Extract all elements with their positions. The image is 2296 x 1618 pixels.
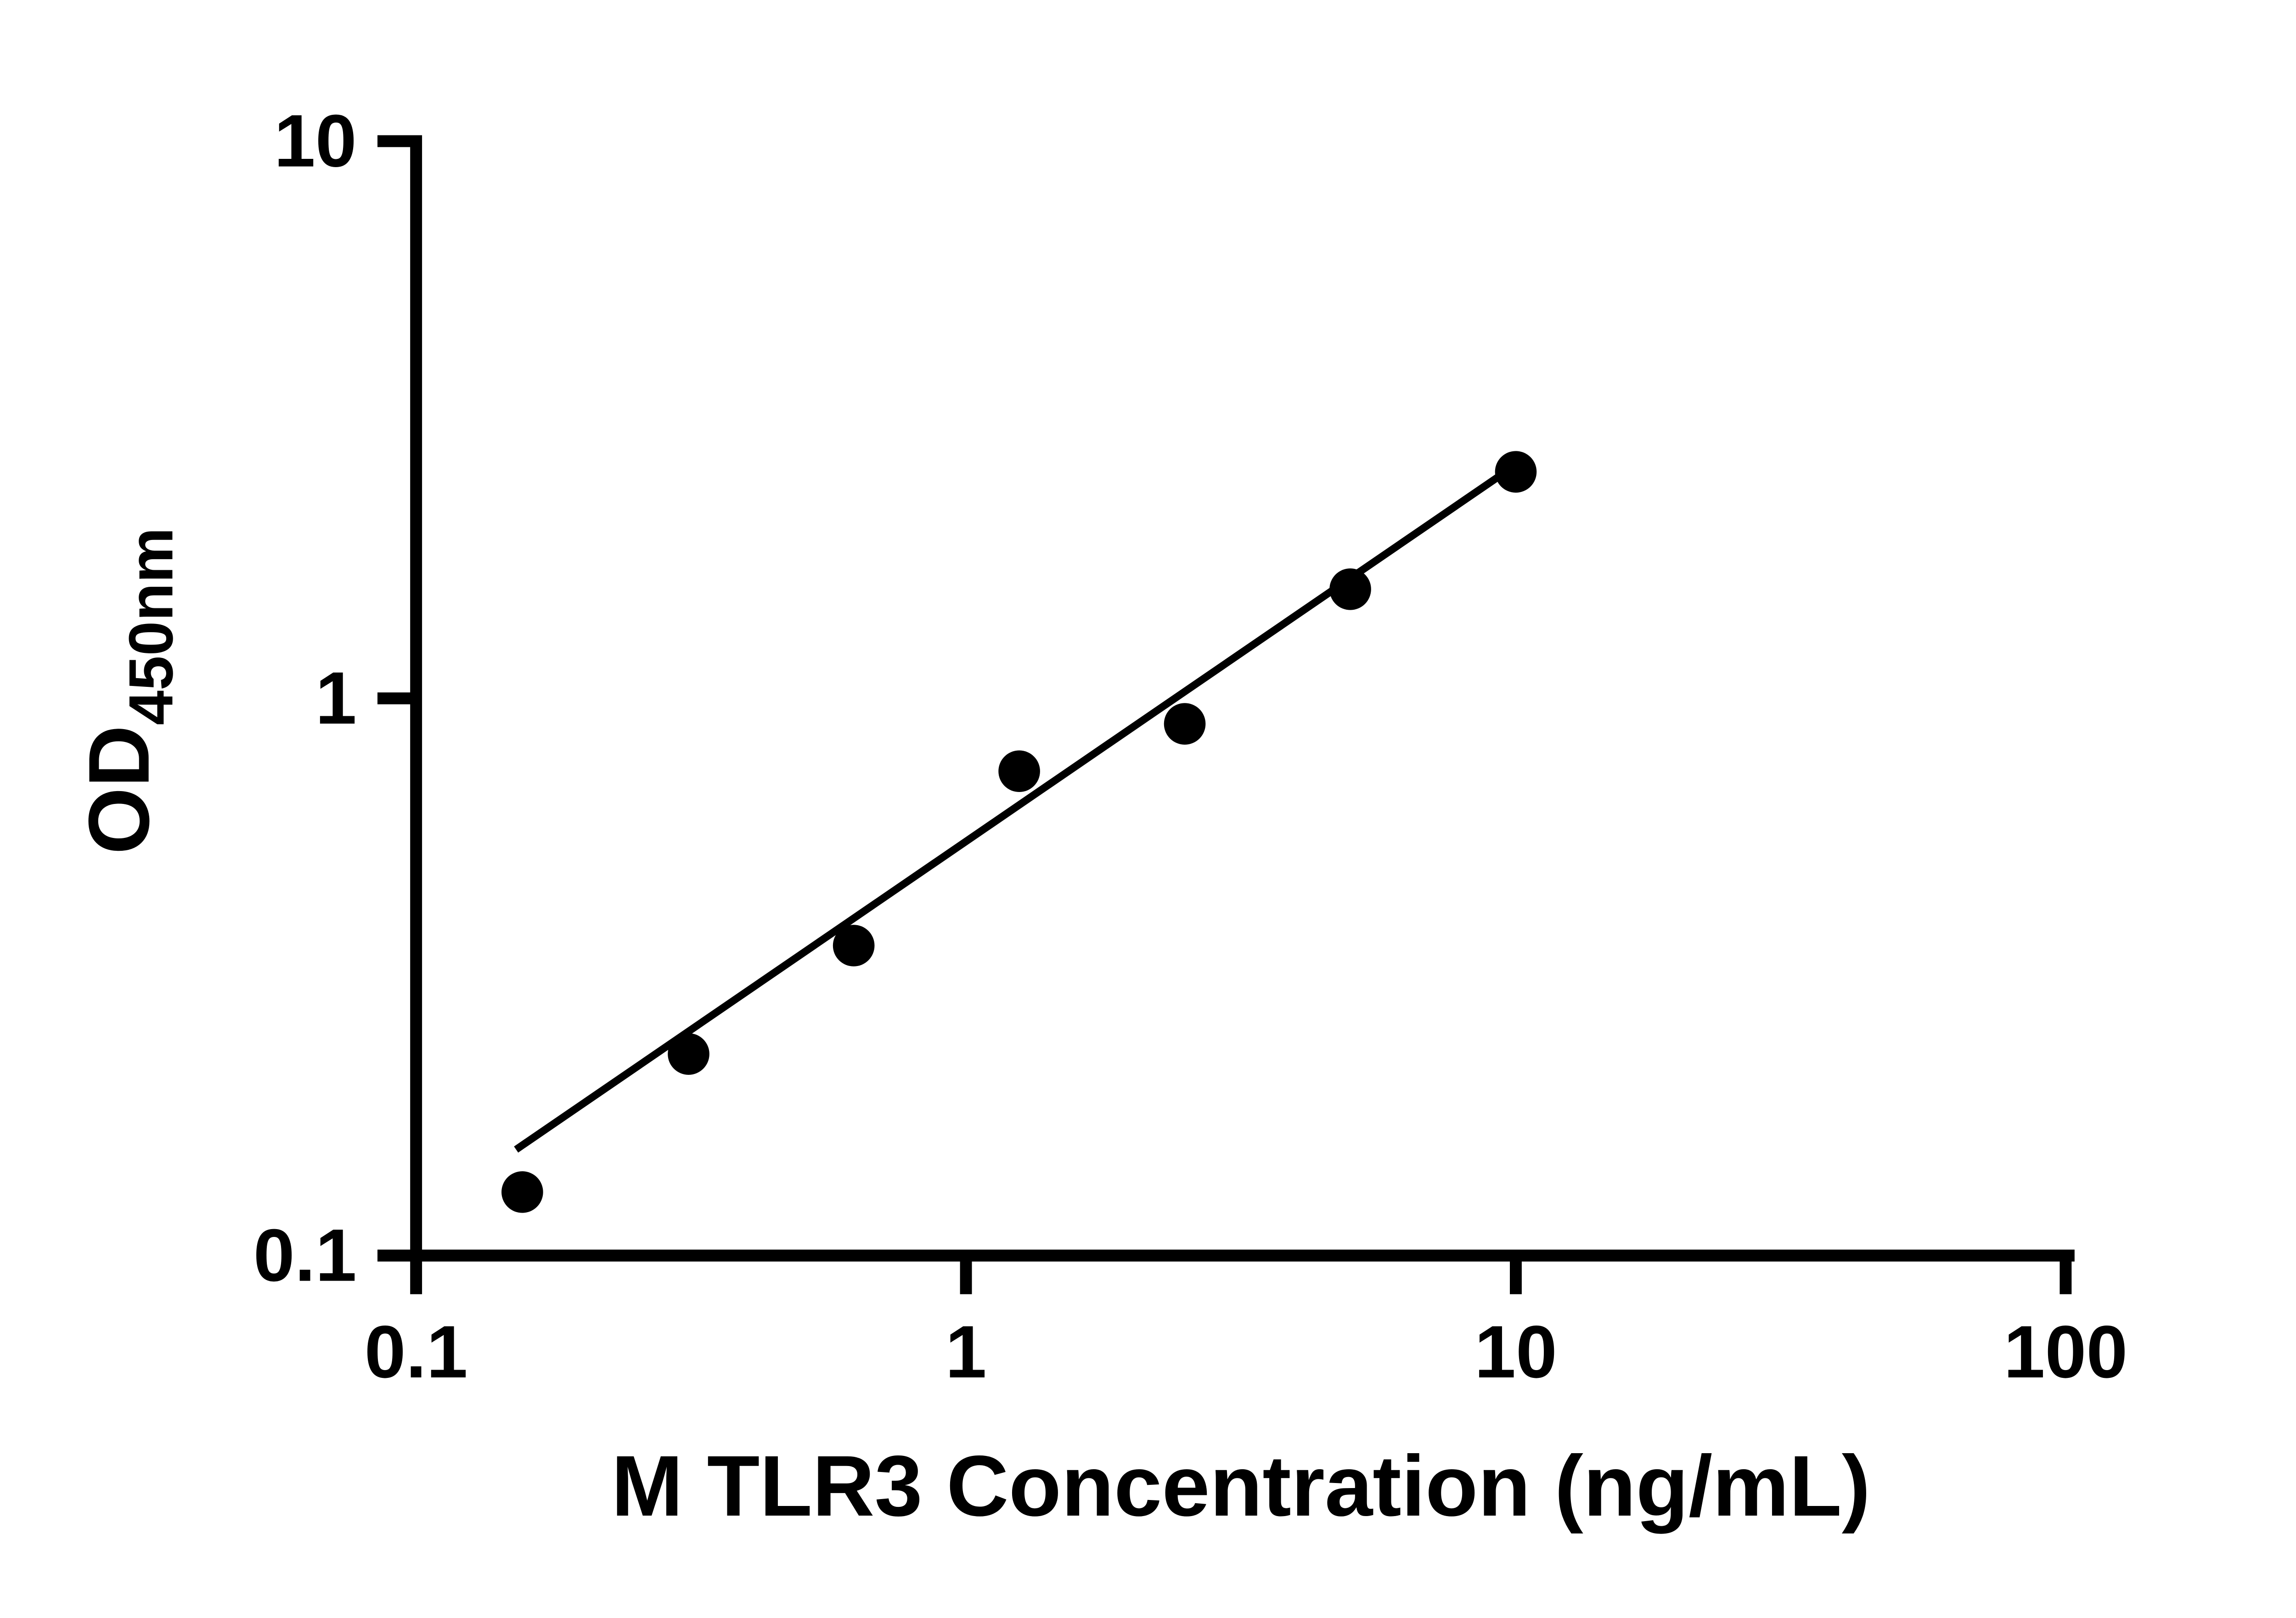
x-tick-label: 100 [2003, 1311, 2127, 1393]
data-point [668, 1033, 709, 1075]
data-point [1329, 568, 1371, 610]
y-axis-title: OD450nm [71, 528, 186, 854]
y-tick-label: 10 [274, 100, 357, 182]
y-axis-title-main: OD [71, 725, 167, 854]
x-axis-title: M TLR3 Concentration (ng/mL) [611, 1438, 1870, 1534]
data-point [501, 1171, 543, 1213]
x-tick-label: 10 [1474, 1311, 1557, 1393]
y-axis-title-subscript: 450nm [116, 528, 186, 725]
y-tick-label: 0.1 [253, 1214, 357, 1297]
data-points [501, 451, 1537, 1213]
y-tick-label: 1 [315, 657, 357, 740]
x-tick-label: 1 [945, 1311, 987, 1393]
data-point [1495, 451, 1537, 493]
data-point [833, 925, 875, 966]
x-tick-label: 0.1 [365, 1311, 468, 1393]
data-point [998, 750, 1040, 792]
tick-marks [377, 135, 2072, 1294]
data-point [1164, 703, 1206, 745]
tick-labels: 0.1 1 10 100 0.1 1 10 [253, 100, 2128, 1393]
